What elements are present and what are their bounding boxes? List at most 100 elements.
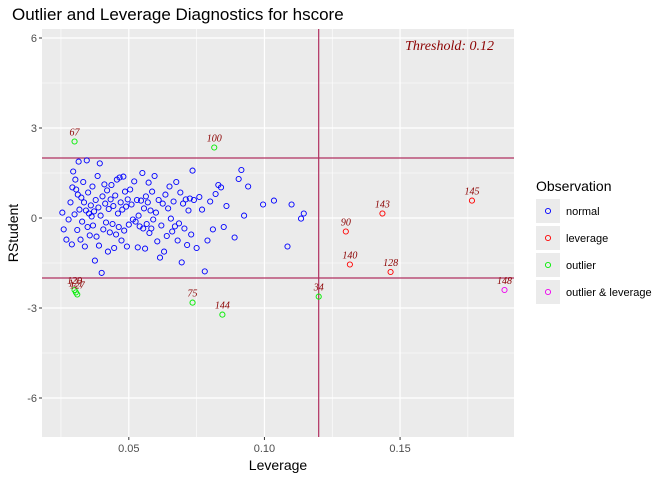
data-point — [67, 199, 74, 206]
data-point — [113, 231, 120, 238]
data-point — [212, 190, 219, 198]
data-point — [468, 197, 476, 204]
point-label: 148 — [497, 276, 512, 287]
data-point — [189, 167, 196, 174]
data-point — [104, 187, 111, 194]
data-point — [143, 220, 150, 228]
data-point — [92, 196, 99, 204]
data-point — [204, 237, 211, 244]
data-point — [300, 210, 307, 217]
data-points — [59, 138, 508, 318]
data-point — [260, 201, 267, 208]
data-point — [107, 196, 114, 203]
data-point — [96, 160, 103, 167]
reference-lines — [42, 29, 514, 437]
data-point — [78, 194, 85, 201]
data-point — [161, 248, 168, 255]
data-point — [80, 178, 87, 186]
data-point — [114, 210, 122, 217]
legend-key — [536, 199, 560, 223]
data-point — [169, 228, 176, 235]
data-point — [131, 178, 138, 185]
point-label: 129 — [67, 276, 82, 287]
data-point — [220, 223, 227, 231]
data-point — [174, 237, 181, 244]
data-point — [133, 196, 140, 204]
data-point — [170, 198, 177, 205]
data-point — [125, 221, 132, 228]
data-point — [59, 209, 66, 216]
data-point — [80, 199, 88, 206]
data-point — [74, 291, 81, 298]
data-point — [163, 232, 170, 240]
chart-title: Outlier and Leverage Diagnostics for hsc… — [12, 5, 344, 24]
data-point — [342, 228, 349, 235]
data-point — [102, 200, 109, 207]
point-label: 127 — [70, 281, 86, 292]
y-tick-label: -6 — [27, 393, 37, 405]
data-point — [68, 241, 75, 248]
data-point — [95, 242, 103, 249]
legend-swatch — [544, 261, 552, 269]
data-point — [97, 212, 104, 219]
data-point — [71, 138, 78, 145]
y-tick-label: 3 — [31, 123, 37, 135]
data-point — [149, 188, 156, 195]
point-label: 100 — [207, 134, 222, 145]
legend-key — [536, 280, 560, 304]
data-point — [112, 192, 119, 199]
data-point — [121, 227, 128, 234]
data-point — [158, 222, 165, 229]
data-point — [190, 196, 197, 204]
data-point — [166, 183, 173, 190]
data-point — [245, 183, 252, 190]
point-label: 90 — [341, 218, 351, 229]
data-point — [182, 196, 189, 203]
data-point — [108, 181, 115, 189]
data-point — [144, 199, 151, 206]
data-point — [147, 207, 154, 214]
data-point — [120, 173, 127, 180]
legend-label: outlier & leverage — [566, 287, 652, 299]
data-point — [115, 223, 122, 231]
data-point — [118, 237, 125, 244]
data-point — [95, 204, 102, 211]
point-label: 121 — [68, 278, 83, 289]
data-point — [65, 216, 72, 223]
data-point — [315, 293, 322, 300]
data-point — [93, 233, 100, 240]
threshold-annotation: Threshold: 0.12 — [405, 39, 494, 54]
x-axis-title: Leverage — [249, 457, 308, 473]
data-point — [84, 223, 91, 231]
data-point — [223, 202, 230, 210]
data-point — [171, 223, 178, 230]
legend: Observation normal leverage outlier outlier… — [536, 178, 652, 304]
data-point — [167, 215, 174, 222]
data-point — [189, 299, 196, 306]
point-label: 75 — [188, 289, 198, 300]
data-point — [137, 197, 145, 204]
x-tick-label: 0.15 — [389, 443, 410, 455]
data-point — [71, 211, 78, 218]
data-point — [106, 229, 113, 236]
data-point — [379, 210, 386, 217]
data-point — [140, 225, 147, 232]
point-label: 144 — [215, 301, 230, 312]
data-point — [88, 213, 95, 220]
data-point — [110, 202, 117, 210]
data-point — [121, 188, 129, 195]
data-point — [91, 257, 98, 264]
data-point — [387, 268, 394, 276]
data-point — [139, 169, 146, 177]
data-point — [123, 203, 130, 210]
data-point — [98, 269, 105, 276]
data-point — [104, 248, 111, 255]
data-point — [238, 166, 245, 174]
legend-label: leverage — [566, 233, 608, 245]
y-tick-label: -3 — [27, 303, 37, 315]
data-point — [159, 200, 166, 207]
data-point — [154, 238, 161, 245]
legend-label: outlier — [566, 260, 596, 272]
data-point — [76, 206, 83, 213]
